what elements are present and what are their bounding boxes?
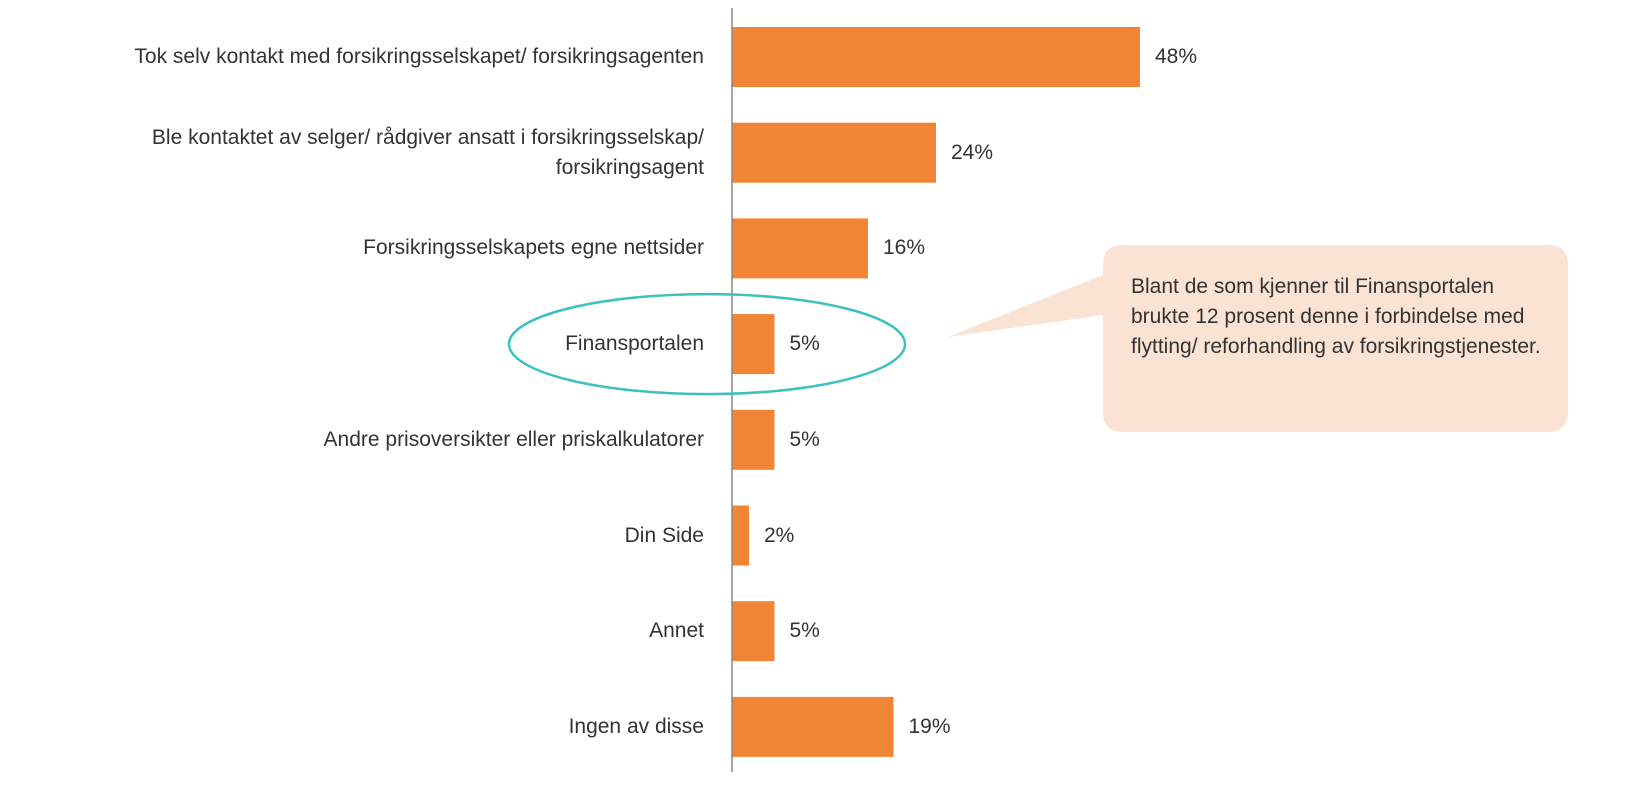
category-label: Ingen av disse bbox=[568, 714, 704, 738]
data-label: 19% bbox=[908, 714, 951, 738]
category-label: Forsikringsselskapets egne nettsider bbox=[363, 236, 704, 260]
bar bbox=[732, 696, 894, 757]
category-label: Tok selv kontakt med forsikringsselskape… bbox=[134, 45, 704, 68]
bar bbox=[732, 27, 1140, 87]
category-label: Ble kontaktet av selger/ rådgiver ansatt… bbox=[151, 125, 704, 179]
bar bbox=[732, 122, 936, 183]
category-label: Finansportalen bbox=[565, 332, 704, 356]
highlight-ellipse bbox=[507, 292, 907, 396]
bar bbox=[732, 218, 868, 279]
bar bbox=[732, 505, 749, 566]
category-label: Annet bbox=[649, 619, 704, 643]
bar bbox=[732, 314, 775, 375]
data-label: 24% bbox=[951, 140, 994, 164]
category-label: Andre prisoversikter eller priskalkulato… bbox=[323, 427, 704, 451]
data-label: 5% bbox=[789, 332, 820, 356]
data-label: 5% bbox=[789, 427, 820, 451]
data-label: 48% bbox=[1155, 45, 1198, 68]
bar bbox=[732, 409, 775, 470]
data-label: 16% bbox=[883, 236, 926, 260]
data-label: 5% bbox=[789, 619, 820, 643]
callout bbox=[948, 245, 1568, 432]
bar bbox=[732, 601, 775, 662]
category-label: Din Side bbox=[624, 523, 704, 547]
data-label: 2% bbox=[764, 523, 795, 547]
annotation: Blant de som kjenner til Finansportalen … bbox=[1131, 275, 1541, 358]
